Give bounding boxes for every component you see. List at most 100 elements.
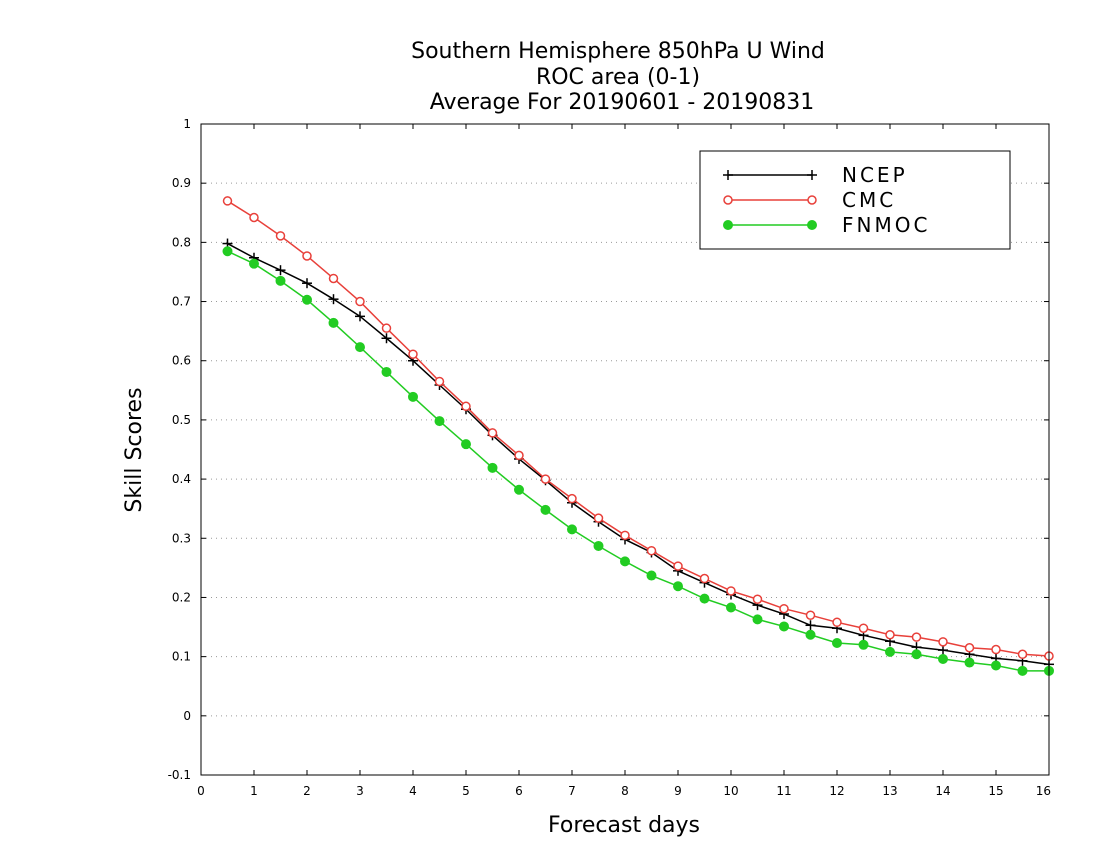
- data-point-fnmoc: [938, 654, 948, 665]
- grid-lines: [201, 182, 1049, 717]
- data-point-cmc: [408, 349, 418, 359]
- data-point-fnmoc: [593, 540, 604, 551]
- data-point-ncep: [302, 278, 312, 289]
- data-point-fnmoc: [540, 504, 551, 515]
- legend-entry-cmc: CMC: [723, 188, 896, 212]
- data-point-fnmoc: [434, 416, 445, 427]
- data-point-cmc: [302, 251, 312, 261]
- data-point-cmc: [461, 401, 471, 412]
- legend-entry-ncep: NCEP: [723, 163, 905, 187]
- x-tick-label: 9: [674, 784, 682, 798]
- y-tick-label: 0.4: [172, 472, 191, 486]
- data-point-cmc: [832, 617, 842, 628]
- data-point-fnmoc: [381, 366, 392, 377]
- x-tick-label: 14: [935, 784, 950, 798]
- series-cmc: [222, 196, 1054, 661]
- data-point-cmc: [885, 629, 895, 640]
- series-fnmoc: [222, 246, 1054, 676]
- chart-title: Southern Hemisphere 850hPa U Wind ROC ar…: [411, 39, 825, 115]
- y-tick-label: 0.8: [172, 235, 191, 249]
- data-point-cmc: [514, 450, 524, 461]
- y-tick-label: -0.1: [168, 768, 191, 782]
- data-point-fnmoc: [964, 657, 975, 668]
- series-line-fnmoc: [227, 250, 1049, 672]
- data-point-cmc: [434, 376, 445, 387]
- y-tick-label: 0.9: [172, 176, 191, 190]
- series-line-cmc: [227, 200, 1050, 657]
- data-point-ncep: [938, 645, 948, 656]
- data-point-fnmoc: [275, 275, 286, 286]
- data-point-cmc: [752, 594, 763, 604]
- x-tick-label: 16: [1036, 784, 1051, 798]
- legend-entry-fnmoc: FNMOC: [723, 213, 930, 237]
- y-tick-label: 0.1: [172, 650, 191, 664]
- data-point-cmc: [275, 231, 286, 241]
- x-axis-label: Forecast days: [548, 813, 700, 838]
- y-tick-label: 0: [183, 709, 191, 723]
- legend-marker: [723, 195, 733, 205]
- data-point-cmc: [726, 586, 736, 596]
- data-point-cmc: [567, 493, 577, 504]
- data-point-cmc: [779, 603, 789, 614]
- data-point-fnmoc: [302, 294, 312, 305]
- legend-marker: [807, 170, 817, 180]
- data-point-cmc: [620, 530, 630, 541]
- x-tick-label: 12: [829, 784, 844, 798]
- data-point-cmc: [381, 323, 392, 333]
- data-point-fnmoc: [567, 524, 577, 535]
- data-point-fnmoc: [222, 246, 233, 257]
- data-point-cmc: [673, 561, 683, 571]
- data-point-cmc: [911, 632, 922, 642]
- data-point-cmc: [805, 610, 816, 620]
- legend-marker: [723, 170, 733, 180]
- y-tick-label: 0.6: [172, 354, 191, 368]
- x-tick-label: 4: [409, 784, 417, 798]
- x-tick-label: 10: [723, 784, 738, 798]
- plot-frame: [200, 123, 1050, 776]
- data-point-cmc: [699, 573, 710, 584]
- data-point-fnmoc: [328, 317, 339, 328]
- x-tick-label: 0: [197, 784, 205, 798]
- x-tick-label: 13: [882, 784, 897, 798]
- y-tick-label: 1: [183, 117, 191, 131]
- x-tick-label: 11: [776, 784, 791, 798]
- data-point-cmc: [938, 637, 948, 647]
- data-point-fnmoc: [779, 621, 789, 632]
- legend-marker: [807, 220, 817, 230]
- data-point-fnmoc: [620, 556, 630, 567]
- chart-title-line-3: Average For 20190601 - 20190831: [430, 90, 815, 115]
- data-point-fnmoc: [487, 462, 498, 473]
- x-tick-label: 1: [250, 784, 258, 798]
- legend-label-fnmoc: FNMOC: [842, 213, 930, 237]
- x-tick-label: 6: [515, 784, 523, 798]
- data-point-ncep: [275, 265, 286, 276]
- legend-label-cmc: CMC: [842, 188, 896, 212]
- data-point-cmc: [964, 643, 975, 653]
- data-point-cmc: [1017, 649, 1028, 660]
- series-ncep: [222, 238, 1054, 670]
- data-point-fnmoc: [699, 593, 710, 604]
- data-point-fnmoc: [646, 570, 657, 581]
- x-tick-label: 2: [303, 784, 311, 798]
- data-point-cmc: [222, 196, 233, 206]
- data-point-fnmoc: [249, 258, 259, 269]
- data-point-cmc: [328, 273, 339, 284]
- x-tick-label: 3: [356, 784, 364, 798]
- data-point-cmc: [593, 513, 604, 523]
- data-point-cmc: [991, 644, 1001, 655]
- y-tick-label: 0.2: [172, 590, 191, 604]
- y-tick-label: 0.3: [172, 531, 191, 545]
- data-point-fnmoc: [408, 391, 418, 402]
- data-point-cmc: [249, 212, 259, 223]
- data-point-fnmoc: [991, 660, 1001, 671]
- data-point-ncep: [805, 620, 816, 631]
- x-tick-label: 8: [621, 784, 629, 798]
- data-point-fnmoc: [752, 614, 763, 625]
- axis-ticks: -0.100.10.20.30.40.50.60.70.80.910 1 2 3 4 5 6…: [168, 117, 1051, 798]
- x-tick-label: 15: [988, 784, 1003, 798]
- data-point-cmc: [355, 296, 365, 307]
- data-series: [222, 196, 1054, 676]
- chart-title-line-2: ROC area (0-1): [536, 65, 700, 90]
